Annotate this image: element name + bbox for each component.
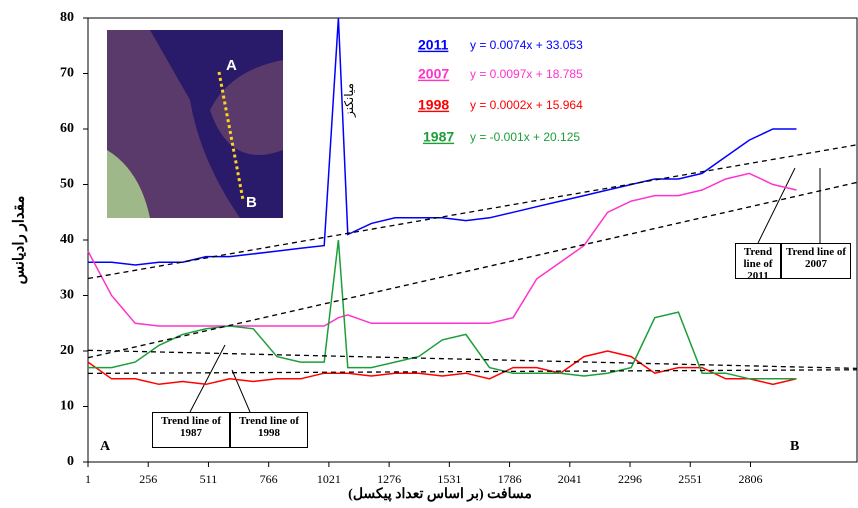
- arrows: [190, 168, 820, 412]
- legend-year: 2011: [418, 37, 449, 53]
- y-tick-label: 40: [60, 232, 74, 247]
- trend-box: Trend line of 1987: [152, 412, 230, 448]
- trend-box: Trend line of 1998: [230, 412, 308, 448]
- x-tick-label: 766: [260, 472, 278, 486]
- legend-year: 1987: [423, 129, 454, 145]
- x-tick-label: 256: [139, 472, 157, 486]
- annotation: میانکنز: [342, 83, 356, 118]
- y-axis-title: مقدار رادیانس: [11, 196, 27, 285]
- arrow: [758, 168, 795, 243]
- legend-equation: y = 0.0074x + 33.053: [470, 38, 583, 52]
- x-tick-label: 1786: [498, 472, 522, 486]
- legend-equation: y = 0.0097x + 18.785: [470, 67, 583, 81]
- point-label: A: [100, 439, 111, 454]
- x-tick-label: 2551: [678, 472, 702, 486]
- y-tick-label: 20: [60, 343, 74, 358]
- x-tick-label: 2296: [618, 472, 642, 486]
- trend-line: [88, 350, 857, 368]
- arrow: [190, 345, 225, 412]
- x-tick-label: 2806: [738, 472, 762, 486]
- y-tick-label: 70: [60, 66, 74, 81]
- y-tick-label: 30: [60, 288, 74, 303]
- y-tick-label: 50: [60, 177, 74, 192]
- series-line: [88, 351, 797, 384]
- trend-box: Trend line of 2011: [735, 243, 781, 279]
- y-tick-label: 10: [60, 399, 74, 414]
- series-line: [88, 240, 797, 379]
- trend-line: [88, 370, 857, 374]
- legend-year: 2007: [418, 66, 449, 82]
- inset-map: A B: [107, 30, 283, 218]
- legend-equation: y = 0.0002x + 15.964: [470, 98, 583, 112]
- legend-year: 1998: [418, 97, 449, 113]
- x-tick-label: 1276: [377, 472, 401, 486]
- point-label: B: [790, 439, 799, 454]
- y-tick-label: 0: [67, 454, 74, 469]
- chart: A B A B میانکنز مقدار رادیانس مسافت (بر …: [0, 0, 858, 508]
- y-tick-label: 80: [60, 10, 74, 25]
- arrow: [232, 370, 250, 412]
- x-tick-label: 2041: [558, 472, 582, 486]
- x-tick-label: 1: [85, 472, 91, 486]
- x-tick-label: 1021: [317, 472, 341, 486]
- x-tick-label: 1531: [437, 472, 461, 486]
- legend-equation: y = -0.001x + 20.125: [470, 130, 580, 144]
- x-tick-label: 511: [200, 472, 218, 486]
- inset-label: A: [226, 57, 237, 74]
- x-axis-title: مسافت (بر اساس تعداد پیکسل): [348, 486, 532, 502]
- inset-label: B: [246, 194, 257, 211]
- trend-box: Trend line of 2007: [781, 243, 851, 279]
- y-tick-label: 60: [60, 121, 74, 136]
- page: A B A B میانکنز مقدار رادیانس مسافت (بر …: [0, 0, 858, 508]
